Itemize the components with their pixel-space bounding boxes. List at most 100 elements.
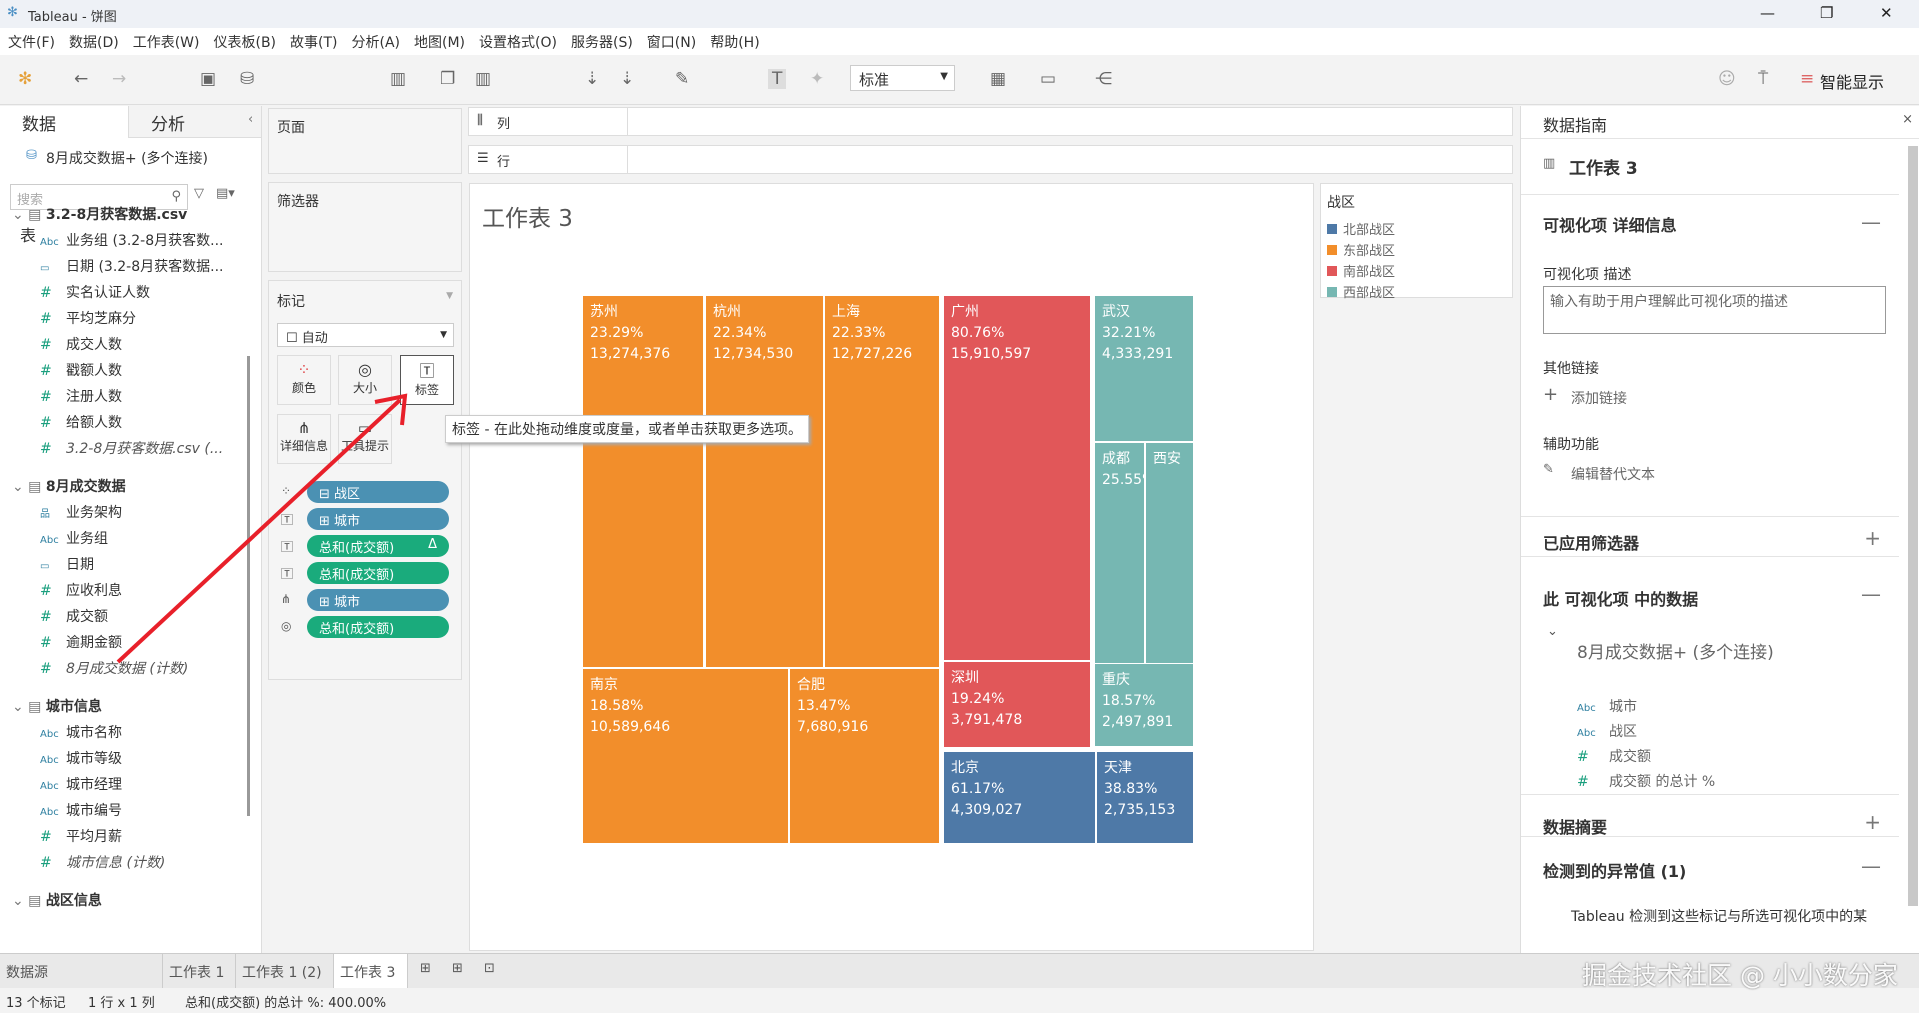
- sort-asc-icon[interactable]: ⇣: [585, 69, 600, 89]
- collapse-icon[interactable]: —: [1861, 854, 1881, 878]
- field-item[interactable]: # 戳额人数: [40, 360, 122, 380]
- field-item[interactable]: Abc 业务组 (3.2-8月获客数...: [40, 230, 224, 250]
- sheet-tab[interactable]: 工作表 3: [334, 954, 408, 989]
- expand-icon[interactable]: +: [1864, 526, 1881, 550]
- field-item[interactable]: ▭ 日期 (3.2-8月获客数据...: [40, 256, 224, 276]
- menu-item[interactable]: 分析(A): [351, 34, 401, 51]
- treemap-cell[interactable]: 武汉 32.21% 4,333,291: [1094, 295, 1194, 442]
- view-options-icon[interactable]: ▤▾: [216, 186, 235, 201]
- chevron-down-icon[interactable]: ⌄: [1547, 624, 1558, 639]
- description-input[interactable]: 输入有助于用户理解此可视化项的描述: [1543, 286, 1886, 334]
- tableau-home-icon[interactable]: ✻: [18, 69, 33, 89]
- connection-name[interactable]: 8月成交数据+ (多个连接): [46, 151, 209, 167]
- chevron-down-icon[interactable]: ▼: [446, 291, 453, 301]
- menu-item[interactable]: 仪表板(B): [213, 34, 277, 51]
- expand-icon[interactable]: +: [1864, 810, 1881, 834]
- add-link-button[interactable]: 添加链接: [1571, 391, 1627, 407]
- field-pill[interactable]: 总和(成交额): [307, 616, 449, 638]
- show-labels-icon[interactable]: T: [768, 69, 787, 89]
- menu-item[interactable]: 数据(D): [68, 34, 119, 51]
- menu-item[interactable]: 服务器(S): [570, 34, 633, 51]
- field-pill[interactable]: ⊟ 战区: [307, 481, 449, 503]
- share-icon[interactable]: ⋲: [1095, 69, 1112, 89]
- field-item[interactable]: Abc 城市经理: [40, 774, 122, 794]
- undo-icon[interactable]: ←: [74, 69, 89, 89]
- signpost-icon[interactable]: ⍑: [1758, 69, 1769, 89]
- menu-item[interactable]: 地图(M): [414, 34, 466, 51]
- collapse-icon[interactable]: —: [1861, 582, 1881, 606]
- mark-type-dropdown[interactable]: ☐ 自动 ▼: [277, 323, 454, 347]
- minimize-button[interactable]: —: [1760, 4, 1775, 22]
- legend-item[interactable]: 南部战区: [1327, 261, 1395, 280]
- new-datasource-icon[interactable]: ⛁: [240, 69, 255, 89]
- treemap-cell[interactable]: 苏州 23.29% 13,274,376: [582, 295, 704, 668]
- field-pill[interactable]: 总和(成交额) Δ: [307, 535, 449, 557]
- show-cards-icon[interactable]: ▦: [990, 69, 1007, 89]
- close-icon[interactable]: ×: [1902, 112, 1913, 127]
- summary-heading[interactable]: 数据摘要: [1543, 818, 1608, 837]
- ask-data-icon[interactable]: ☺: [1718, 69, 1736, 89]
- columns-shelf[interactable]: ⫼ 列: [468, 107, 1513, 136]
- search-input[interactable]: 搜索 ⚲: [10, 184, 188, 210]
- field-item[interactable]: 品 业务架构: [40, 502, 122, 522]
- field-item[interactable]: # 实名认证人数: [40, 282, 150, 302]
- treemap-cell[interactable]: 天津 38.83% 2,735,153: [1096, 751, 1194, 844]
- new-worksheet-icon[interactable]: ▥: [390, 69, 407, 89]
- legend-item[interactable]: 东部战区: [1327, 240, 1395, 259]
- chevron-down-icon[interactable]: ⌄ ▤: [12, 699, 46, 715]
- menu-item[interactable]: 文件(F): [8, 34, 55, 51]
- filters-shelf[interactable]: 筛选器: [268, 182, 462, 272]
- field-item[interactable]: ▭ 日期: [40, 554, 94, 574]
- treemap-cell[interactable]: 上海 22.33% 12,727,226: [824, 295, 940, 668]
- pages-shelf[interactable]: 页面: [268, 108, 462, 174]
- treemap-cell[interactable]: 深圳 19.24% 3,791,478: [943, 661, 1091, 748]
- treemap-cell[interactable]: 成都 25.55%: [1094, 442, 1145, 664]
- menu-item[interactable]: 故事(T): [290, 34, 338, 51]
- sheet-tab[interactable]: 工作表 1: [163, 954, 236, 989]
- tab-analysis[interactable]: 分析: [128, 106, 261, 138]
- treemap-cell[interactable]: 北京 61.17% 4,309,027: [943, 751, 1096, 844]
- table-group[interactable]: ⌄ ▤ 3.2-8月获客数据.csv: [12, 204, 187, 224]
- menu-item[interactable]: 窗口(N): [646, 34, 697, 51]
- treemap-cell[interactable]: 重庆 18.57% 2,497,891: [1094, 663, 1194, 747]
- field-item[interactable]: # 城市信息 (计数): [40, 852, 165, 872]
- field-pill[interactable]: ⊞ 城市: [307, 589, 449, 611]
- close-button[interactable]: ✕: [1880, 4, 1893, 22]
- presentation-icon[interactable]: ▭: [1040, 69, 1057, 89]
- new-dashboard-icon[interactable]: ⊞: [452, 961, 463, 976]
- edit-alt-text-button[interactable]: 编辑替代文本: [1571, 467, 1655, 483]
- sheet-tab[interactable]: 工作表 1 (2): [236, 954, 334, 989]
- treemap-cell[interactable]: 南京 18.58% 10,589,646: [582, 668, 789, 844]
- scrollbar[interactable]: [247, 356, 250, 816]
- chevron-down-icon[interactable]: ⌄ ▤: [12, 479, 46, 495]
- field-item[interactable]: # 注册人数: [40, 386, 122, 406]
- filters-heading[interactable]: 已应用筛选器: [1543, 534, 1640, 553]
- field-item[interactable]: # 成交额: [40, 606, 108, 626]
- menu-item[interactable]: 设置格式(O): [479, 34, 557, 51]
- detail-button[interactable]: ⋔ 详细信息: [277, 414, 331, 464]
- highlight-icon[interactable]: ✎: [675, 69, 690, 89]
- field-item[interactable]: #8月成交数据 (计数): [40, 658, 188, 678]
- field-pill[interactable]: ⊞ 城市: [307, 508, 449, 530]
- outliers-heading[interactable]: 检测到的异常值 (1): [1543, 862, 1687, 881]
- sort-desc-icon[interactable]: ⇣: [620, 69, 635, 89]
- field-pill[interactable]: 总和(成交额): [307, 562, 449, 584]
- treemap-cell[interactable]: 合肥 13.47% 7,680,916: [789, 668, 940, 844]
- new-story-icon[interactable]: ⊡: [484, 961, 495, 976]
- tab-data[interactable]: 数据: [0, 106, 128, 138]
- table-group[interactable]: ⌄ ▤ 战区信息: [12, 890, 102, 910]
- datasource-tab[interactable]: 数据源: [0, 954, 163, 989]
- chevron-down-icon[interactable]: ⌄ ▤: [12, 207, 46, 223]
- size-button[interactable]: ◎ 大小: [338, 355, 392, 405]
- pin-icon[interactable]: ✦: [810, 69, 825, 89]
- clear-sheet-icon[interactable]: ▥: [475, 69, 492, 89]
- treemap-cell[interactable]: 广州 80.76% 15,910,597: [943, 295, 1091, 661]
- save-icon[interactable]: ▣: [200, 69, 217, 89]
- legend-item[interactable]: 北部战区: [1327, 219, 1395, 238]
- field-item[interactable]: Abc 业务组: [40, 528, 108, 548]
- field-item[interactable]: # 平均芝麻分: [40, 308, 136, 328]
- new-worksheet-icon[interactable]: ⊞: [420, 961, 431, 976]
- collapse-pane-icon[interactable]: ‹: [248, 112, 254, 127]
- data-in-viz-heading[interactable]: 此 可视化项 中的数据: [1543, 590, 1699, 609]
- field-item[interactable]: Abc 城市等级: [40, 748, 122, 768]
